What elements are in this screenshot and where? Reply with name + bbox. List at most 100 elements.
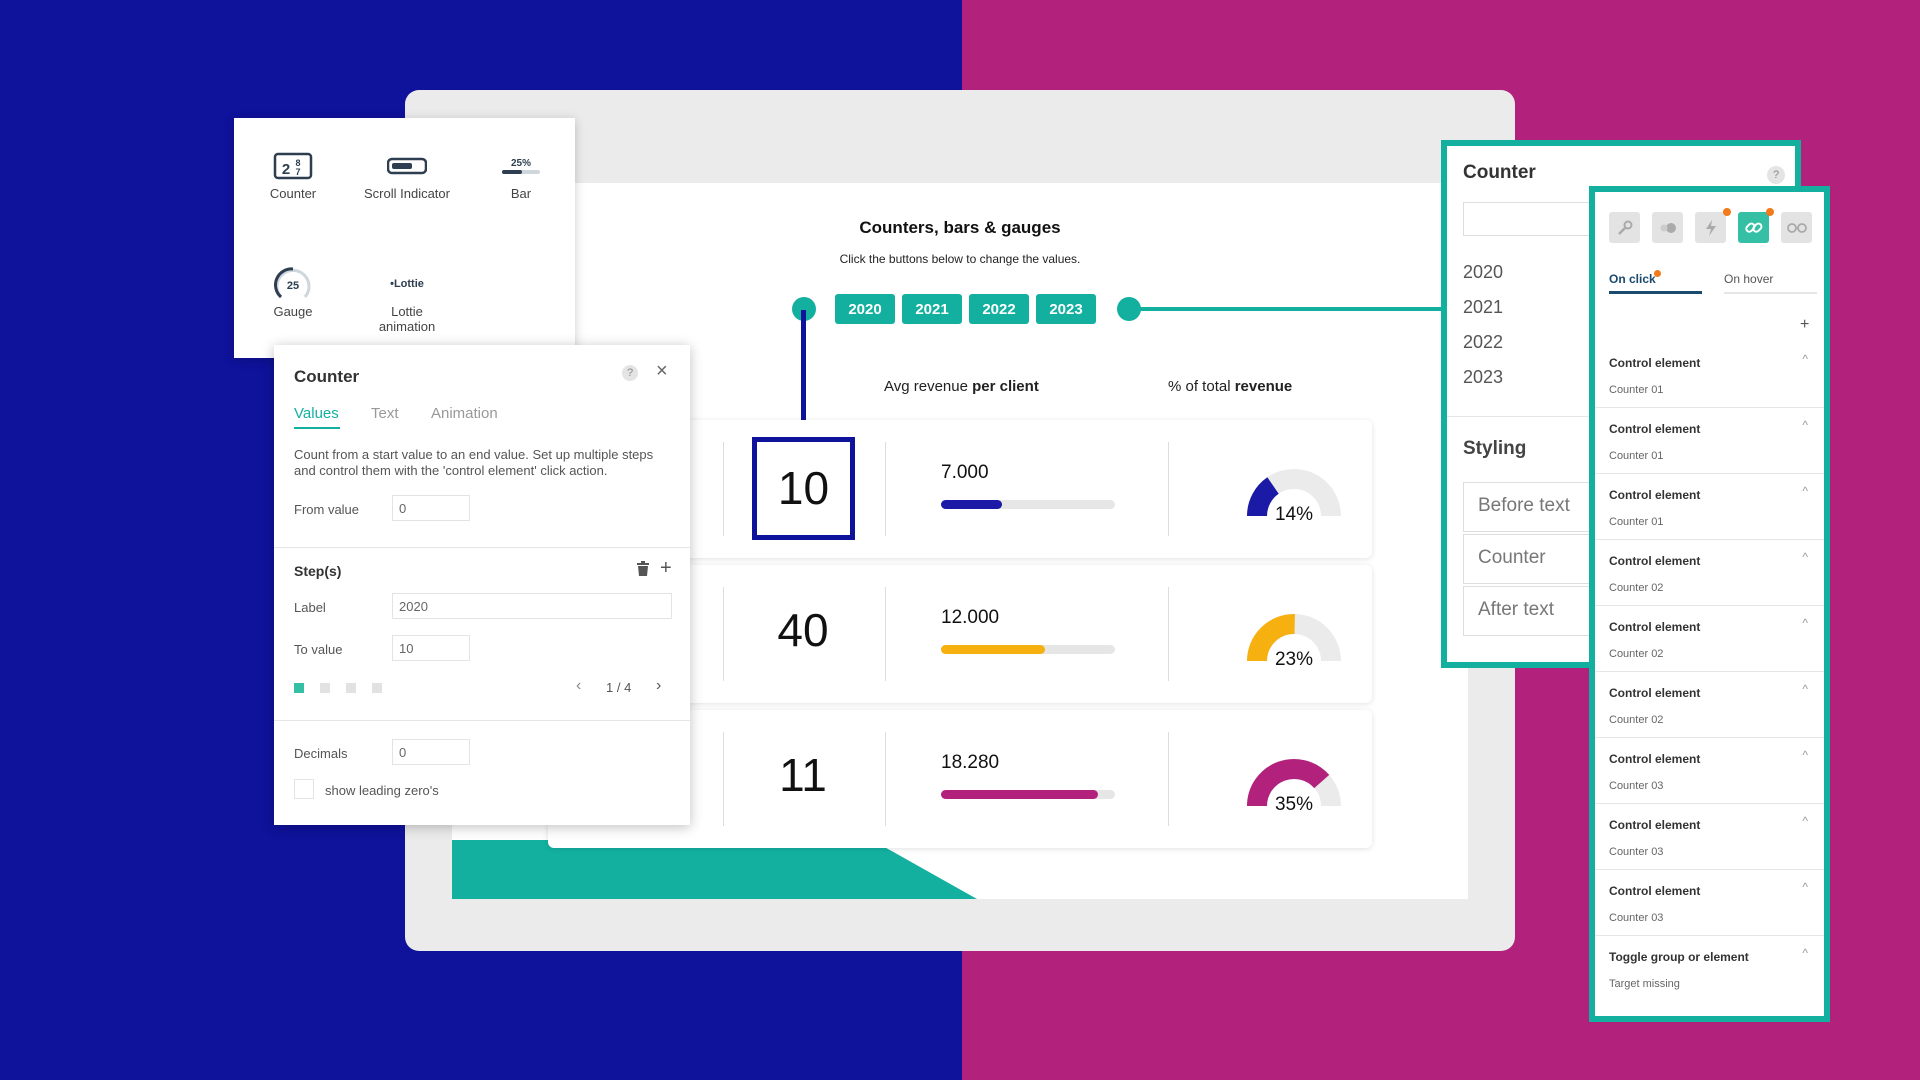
lightning-icon[interactable]	[1695, 212, 1726, 243]
trash-icon[interactable]	[636, 561, 650, 582]
help-icon[interactable]: ?	[1767, 166, 1785, 184]
gauge-percent-label: 23%	[1275, 649, 1313, 670]
notification-dot	[1766, 208, 1774, 216]
step-indicator-active[interactable]	[294, 683, 304, 693]
chevron-left-icon[interactable]: ‹	[576, 677, 582, 694]
step-indicator[interactable]	[346, 683, 356, 693]
svg-text:25: 25	[287, 280, 299, 292]
chevron-up-icon: ^	[1802, 682, 1808, 696]
svg-text:7: 7	[295, 167, 300, 177]
year-button-2020[interactable]: 2020	[835, 294, 895, 324]
selected-counter-highlight[interactable]: 10	[752, 437, 855, 540]
step-indicator[interactable]	[320, 683, 330, 693]
widget-label: Counter	[269, 186, 317, 201]
active-tab-indicator	[1609, 291, 1702, 294]
revenue-bar-fill	[941, 790, 1098, 799]
add-action-icon[interactable]: +	[1800, 316, 1810, 333]
chevron-up-icon: ^	[1802, 550, 1808, 564]
link-icon[interactable]	[1738, 212, 1769, 243]
action-item[interactable]: Control element Counter 03 ^	[1595, 804, 1824, 870]
action-item[interactable]: Control element Counter 02 ^	[1595, 540, 1824, 606]
lottie-icon: •Lottie	[390, 278, 424, 290]
revenue-gauge: 14%	[1247, 469, 1341, 525]
counter-value: 11	[779, 749, 827, 801]
tab-underline	[1724, 292, 1817, 294]
glasses-icon[interactable]	[1781, 212, 1812, 243]
action-item[interactable]: Control element Counter 02 ^	[1595, 672, 1824, 738]
bar-icon: 25%	[466, 146, 576, 186]
step-indicator[interactable]	[372, 683, 382, 693]
action-item[interactable]: Control element Counter 03 ^	[1595, 738, 1824, 804]
from-value-label: From value	[294, 502, 360, 517]
tab-on-hover[interactable]: On hover	[1724, 272, 1774, 286]
widget-bar[interactable]: 25% Bar	[466, 146, 576, 201]
close-icon[interactable]: ×	[656, 360, 668, 382]
canvas-subtitle: Click the buttons below to change the va…	[839, 252, 1081, 266]
year-button-2023[interactable]: 2023	[1036, 294, 1096, 324]
action-item[interactable]: Control element Counter 01 ^	[1595, 408, 1824, 474]
counter-select-input[interactable]	[1463, 202, 1603, 236]
chevron-right-icon[interactable]: ›	[656, 677, 662, 694]
revenue-value: 7.000	[941, 462, 989, 483]
year-button-2022[interactable]: 2022	[969, 294, 1029, 324]
step-pager: 1 / 4	[606, 680, 632, 695]
widget-lottie[interactable]: •Lottie Lottie animation	[352, 264, 462, 334]
revenue-bar-track	[941, 790, 1115, 799]
year-option[interactable]: 2022	[1463, 332, 1504, 352]
tab-animation[interactable]: Animation	[431, 405, 498, 422]
tab-text[interactable]: Text	[371, 405, 399, 422]
before-text-field[interactable]: Before text	[1463, 482, 1603, 532]
widget-gauge[interactable]: 25 Gauge	[238, 264, 348, 319]
revenue-bar-track	[941, 645, 1115, 654]
widget-label: Gauge	[273, 304, 313, 319]
revenue-gauge: 35%	[1247, 759, 1341, 815]
widget-scroll-indicator[interactable]: Scroll Indicator	[352, 146, 462, 201]
connector-line-right	[1130, 307, 1442, 311]
widget-label: Scroll Indicator	[364, 186, 450, 201]
from-value-input[interactable]: 0	[392, 495, 470, 521]
action-item[interactable]: Toggle group or element Target missing ^	[1609, 946, 1808, 990]
year-option[interactable]: 2021	[1463, 297, 1504, 317]
year-button-2021[interactable]: 2021	[902, 294, 962, 324]
action-item[interactable]: Control element Counter 03 ^	[1595, 870, 1824, 936]
decimals-input[interactable]: 0	[392, 739, 470, 765]
help-icon[interactable]: ?	[622, 365, 638, 381]
revenue-value: 12.000	[941, 607, 1000, 628]
after-text-field[interactable]: After text	[1463, 586, 1603, 636]
scroll-indicator-icon	[352, 146, 462, 186]
leading-zero-checkbox[interactable]	[294, 779, 314, 799]
decimals-label: Decimals	[294, 746, 348, 761]
year-option[interactable]: 2023	[1463, 367, 1504, 387]
widget-label: Lottie animation	[378, 304, 436, 334]
column-header-pct-revenue: % of total revenue	[1168, 378, 1293, 395]
panel-title: Counter	[294, 367, 360, 386]
tab-on-click[interactable]: On click	[1609, 272, 1656, 286]
step-label-input[interactable]: 2020	[392, 593, 672, 619]
animation-icon[interactable]	[1652, 212, 1683, 243]
wrench-icon[interactable]	[1609, 212, 1640, 243]
divider	[274, 547, 690, 548]
action-item[interactable]: Control element Counter 01 ^	[1595, 342, 1824, 408]
leading-zero-label: show leading zero's	[325, 783, 439, 798]
svg-text:2: 2	[282, 161, 290, 178]
counter-settings-panel: Counter ? × Values Text Animation Count …	[274, 345, 690, 825]
chevron-up-icon: ^	[1802, 748, 1808, 762]
tab-values[interactable]: Values	[294, 405, 339, 422]
svg-text:8: 8	[295, 158, 300, 168]
chevron-up-icon: ^	[1802, 616, 1808, 630]
year-option[interactable]: 2020	[1463, 262, 1504, 282]
actions-panel: On click On hover + Control element Count…	[1589, 186, 1830, 1022]
counter-style-field[interactable]: Counter	[1463, 534, 1603, 584]
action-item[interactable]: Control element Counter 01 ^	[1595, 474, 1824, 540]
chevron-up-icon: ^	[1802, 418, 1808, 432]
chevron-up-icon: ^	[1802, 484, 1808, 498]
to-value-input[interactable]: 10	[392, 635, 470, 661]
gauge-percent-label: 14%	[1275, 504, 1313, 525]
widget-label: Bar	[510, 186, 532, 201]
add-step-icon[interactable]: +	[660, 557, 672, 579]
chevron-up-icon: ^	[1802, 880, 1808, 894]
revenue-bar-track	[941, 500, 1115, 509]
action-item[interactable]: Control element Counter 02 ^	[1595, 606, 1824, 672]
